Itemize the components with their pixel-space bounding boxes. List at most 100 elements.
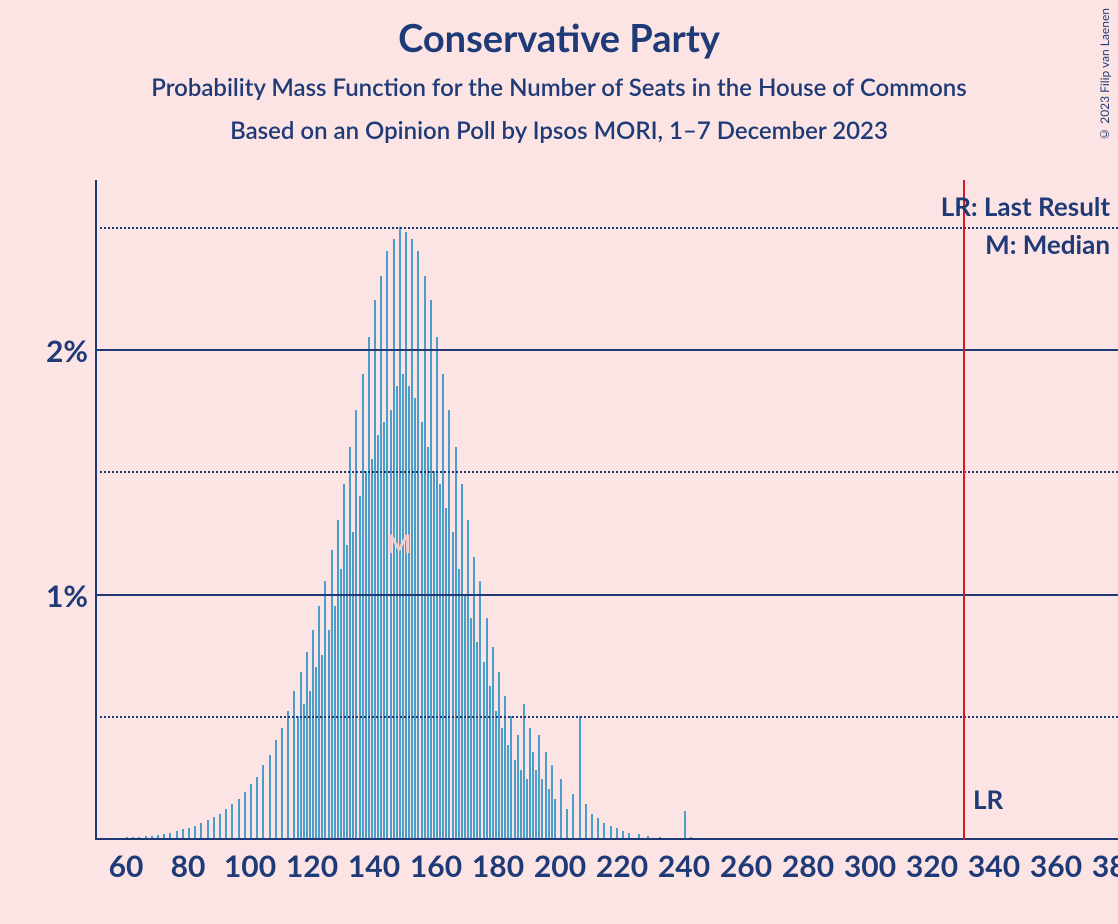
histogram-bar xyxy=(213,817,215,838)
histogram-bar xyxy=(337,520,339,838)
histogram-bar xyxy=(390,410,392,838)
histogram-bar xyxy=(300,672,302,838)
histogram-bar xyxy=(417,251,419,838)
histogram-bar xyxy=(349,447,351,838)
histogram-bar xyxy=(492,647,494,838)
histogram-bar xyxy=(355,410,357,838)
histogram-bar xyxy=(517,735,519,838)
histogram-bar xyxy=(470,618,472,838)
histogram-bar xyxy=(287,711,289,838)
histogram-bar xyxy=(312,630,314,838)
histogram-bar xyxy=(365,471,367,838)
histogram-bar xyxy=(315,667,317,838)
histogram-bar xyxy=(219,814,221,838)
x-tick-label: 100 xyxy=(224,848,276,884)
x-tick-label: 140 xyxy=(348,848,400,884)
chart-plot-area: LR: Last Result M: Median M LR 1%2% xyxy=(95,180,1118,840)
x-tick-label: 240 xyxy=(658,848,710,884)
histogram-bar xyxy=(560,779,562,838)
last-result-line xyxy=(963,180,965,840)
y-tick-label: 1% xyxy=(46,578,88,614)
histogram-bar xyxy=(318,606,320,838)
histogram-bar xyxy=(402,374,404,838)
x-tick-label: 200 xyxy=(534,848,586,884)
histogram-bar xyxy=(433,471,435,838)
x-tick-label: 60 xyxy=(109,848,144,884)
chart-title: Conservative Party xyxy=(0,15,1118,61)
histogram-bar xyxy=(603,823,605,838)
histogram-bar xyxy=(452,532,454,838)
histogram-bar xyxy=(374,300,376,838)
histogram-bar xyxy=(340,569,342,838)
histogram-bar xyxy=(566,809,568,838)
histogram-bar xyxy=(346,545,348,838)
x-tick-label: 300 xyxy=(844,848,896,884)
histogram-bar xyxy=(411,239,413,838)
chart-subtitle: Probability Mass Function for the Number… xyxy=(0,73,1118,102)
histogram-bar xyxy=(585,804,587,838)
histogram-bar xyxy=(421,422,423,838)
histogram-bar xyxy=(414,398,416,838)
histogram-bar xyxy=(194,826,196,838)
histogram-bar xyxy=(324,581,326,838)
histogram-bar xyxy=(529,728,531,838)
histogram-bar xyxy=(377,435,379,838)
histogram-bar xyxy=(430,300,432,838)
histogram-bar xyxy=(684,811,686,838)
histogram-bar xyxy=(616,828,618,838)
histogram-bar xyxy=(321,655,323,838)
histogram-bar xyxy=(520,770,522,838)
histogram-bar xyxy=(489,686,491,838)
x-tick-label: 260 xyxy=(720,848,772,884)
histogram-bar xyxy=(473,557,475,838)
histogram-bar xyxy=(225,809,227,838)
histogram-bar xyxy=(231,804,233,838)
histogram-bar xyxy=(486,618,488,838)
y-axis xyxy=(95,180,97,840)
histogram-bar xyxy=(244,792,246,838)
histogram-bar xyxy=(371,459,373,838)
histogram-bar xyxy=(297,716,299,838)
histogram-bar xyxy=(458,569,460,838)
x-tick-label: 360 xyxy=(1030,848,1082,884)
lr-label: LR xyxy=(973,783,1003,815)
histogram-bar xyxy=(309,691,311,838)
x-tick-label: 120 xyxy=(286,848,338,884)
histogram-bar xyxy=(306,652,308,838)
histogram-bar xyxy=(448,410,450,838)
histogram-bar xyxy=(352,532,354,838)
histogram-bar xyxy=(424,276,426,838)
histogram-bar xyxy=(591,814,593,838)
histogram-bar xyxy=(238,799,240,838)
histogram-bar xyxy=(554,799,556,838)
histogram-bar xyxy=(383,422,385,838)
histogram-bar xyxy=(359,496,361,838)
histogram-bar xyxy=(541,779,543,838)
histogram-bar xyxy=(396,386,398,838)
histogram-bar xyxy=(535,770,537,838)
histogram-bar xyxy=(467,520,469,838)
histogram-bar xyxy=(476,642,478,838)
histogram-bar xyxy=(182,829,184,838)
histogram-bar xyxy=(495,711,497,838)
histogram-bar xyxy=(579,716,581,838)
histogram-bar xyxy=(532,752,534,838)
legend-last-result: LR: Last Result xyxy=(941,190,1110,222)
x-axis-labels: 6080100120140160180200220240260280300320… xyxy=(95,848,1118,898)
histogram-bar xyxy=(281,728,283,838)
histogram-bar xyxy=(501,728,503,838)
copyright-text: © 2023 Filip van Laenen xyxy=(1097,8,1112,142)
histogram-bar xyxy=(523,704,525,838)
x-tick-label: 320 xyxy=(906,848,958,884)
histogram-bar xyxy=(362,374,364,838)
histogram-bar xyxy=(303,704,305,838)
median-label: M xyxy=(387,527,412,559)
histogram-bar xyxy=(436,337,438,838)
histogram-bar xyxy=(461,484,463,838)
histogram-bar xyxy=(545,752,547,838)
histogram-bar xyxy=(176,831,178,838)
histogram-bar xyxy=(293,691,295,838)
histogram-bar xyxy=(408,386,410,838)
histogram-bar xyxy=(445,508,447,838)
histogram-bar xyxy=(439,484,441,838)
